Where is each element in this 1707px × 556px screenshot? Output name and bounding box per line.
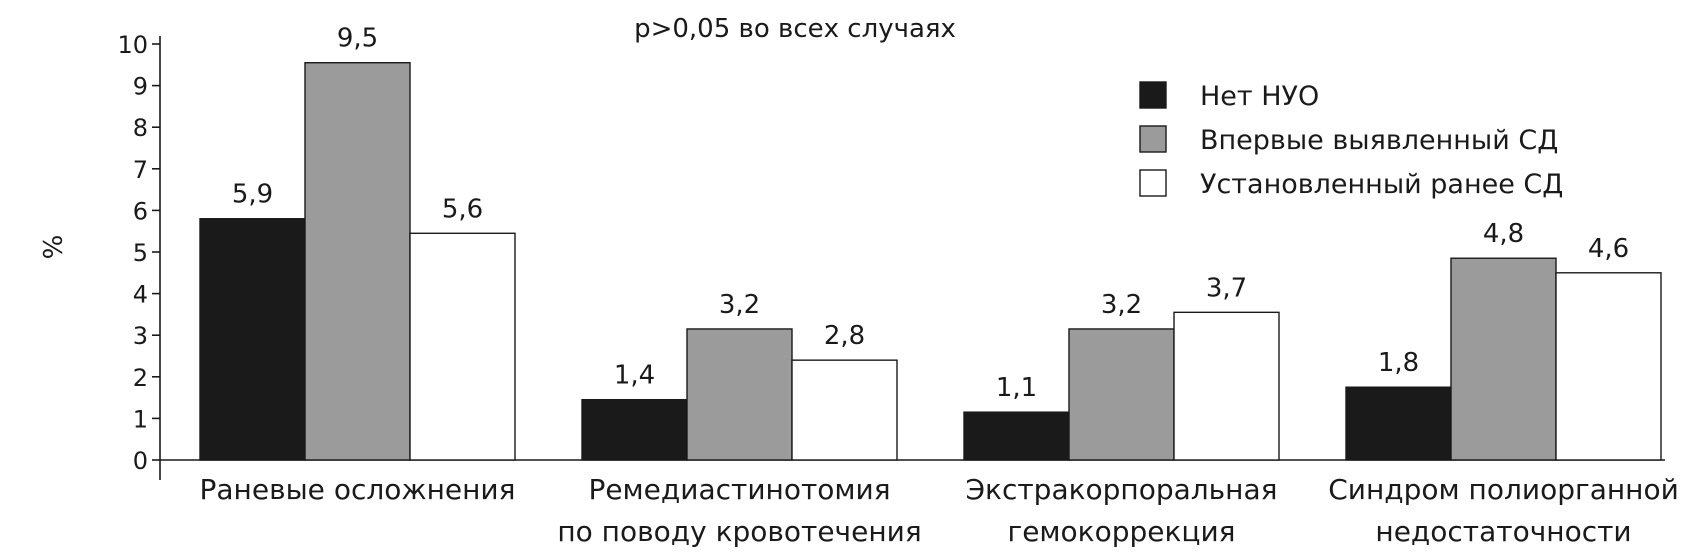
y-tick-label: 9 [133,73,148,101]
y-tick-label: 4 [133,281,148,309]
data-label: 3,7 [1206,273,1247,303]
y-tick-label: 8 [133,114,148,142]
bar [1555,272,1662,461]
bars [199,62,1662,461]
data-label: 9,5 [337,24,378,54]
significance-note: p>0,05 во всех случаях [634,14,956,44]
bar [791,359,898,461]
data-label: 5,9 [232,180,273,210]
legend-label: Впервые выявленный СД [1200,125,1558,156]
bar [1450,257,1557,461]
y-tick-label: 5 [133,239,148,267]
category-label: гемокоррекция [1007,515,1235,548]
legend-label: Установленный ранее СД [1200,169,1563,200]
category-label: недостаточности [1375,515,1631,548]
y-tick-label: 6 [133,197,148,225]
bar [963,411,1070,461]
bar [1345,386,1452,461]
data-label: 3,2 [1101,290,1142,320]
y-tick-label: 1 [133,405,148,433]
category-label: Экстракорпоральная [966,473,1278,506]
data-label: 1,1 [996,373,1037,403]
data-label: 4,6 [1588,234,1629,264]
legend-swatch [1139,125,1167,153]
bar [581,398,688,461]
category-label: Синдром полиорганной [1328,473,1679,506]
y-tick-label: 7 [133,156,148,184]
bar [409,232,516,461]
legend: Нет НУО Впервые выявленный СД Установленны… [1139,81,1563,200]
legend-swatch [1139,81,1167,109]
data-labels: 5,9 1,4 1,1 1,8 9,5 3,2 3,2 4,8 5,6 2,8 3,7 4,6 [232,24,1629,403]
data-label: 5,6 [442,194,483,224]
bar [1068,328,1175,461]
y-tick-label: 0 [133,447,148,475]
category-label: по поводу кровотечения [557,515,921,548]
data-label: 1,4 [614,361,655,391]
bar [304,62,411,461]
bar [199,218,306,461]
y-axis-label: % [39,235,69,260]
y-tick-label: 2 [133,364,148,392]
category-label: Раневые осложнения [200,473,516,506]
category-labels: Раневые осложнения Ремедиастинотомия по по… [200,473,1679,548]
bar [1173,311,1280,461]
data-label: 2,8 [824,321,865,351]
data-label: 3,2 [719,290,760,320]
category-label: Ремедиастинотомия [588,473,890,506]
data-label: 4,8 [1483,219,1524,249]
legend-label: Нет НУО [1200,81,1319,112]
y-tick-label: 3 [133,322,148,350]
data-label: 1,8 [1378,348,1419,378]
legend-swatch [1139,169,1167,197]
y-tick-label: 10 [117,31,148,59]
bar [686,328,793,461]
